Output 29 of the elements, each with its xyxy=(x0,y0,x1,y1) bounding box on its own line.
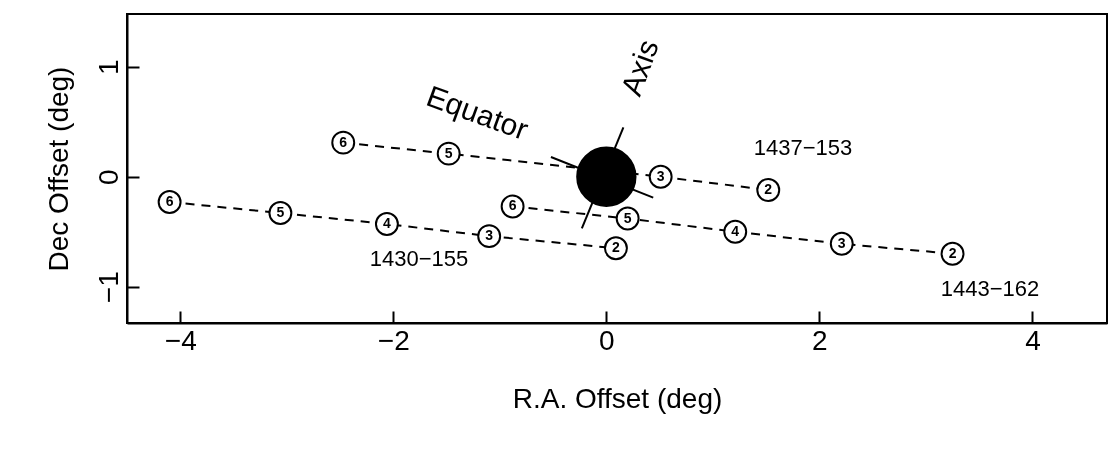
x-axis-title: R.A. Offset (deg) xyxy=(512,382,723,414)
y-axis-title: Dec Offset (deg) xyxy=(42,66,74,272)
x-tick-label: 2 xyxy=(812,324,828,356)
annotation: Axis xyxy=(614,35,665,100)
annotation: 4 xyxy=(383,215,392,232)
annotation: 2 xyxy=(612,239,621,256)
point xyxy=(576,146,637,207)
annotation: 2 xyxy=(764,180,773,197)
annotation: 5 xyxy=(276,204,285,221)
annotation: 1443−162 xyxy=(940,276,1040,301)
y-tick-label: 0 xyxy=(92,169,124,186)
x-tick-label: 4 xyxy=(1025,324,1041,356)
y-tick-label: −1 xyxy=(92,271,124,304)
annotation: 3 xyxy=(837,234,846,251)
annotation: 6 xyxy=(508,197,517,214)
annotation: 6 xyxy=(165,193,174,210)
annotation: 5 xyxy=(444,144,453,161)
annotation: 1437−153 xyxy=(753,135,853,160)
annotation: 4 xyxy=(731,222,740,239)
annotation: 5 xyxy=(623,209,632,226)
x-tick-label: −2 xyxy=(377,324,410,356)
annotation: 3 xyxy=(485,227,494,244)
annotation: 1430−155 xyxy=(369,246,469,271)
annotation: 6 xyxy=(339,133,348,150)
x-tick-label: 0 xyxy=(599,324,615,356)
annotation: 2 xyxy=(948,244,957,261)
y-tick-label: 1 xyxy=(92,59,124,76)
annotation: 3 xyxy=(656,167,665,184)
x-tick-label: −4 xyxy=(164,324,197,356)
